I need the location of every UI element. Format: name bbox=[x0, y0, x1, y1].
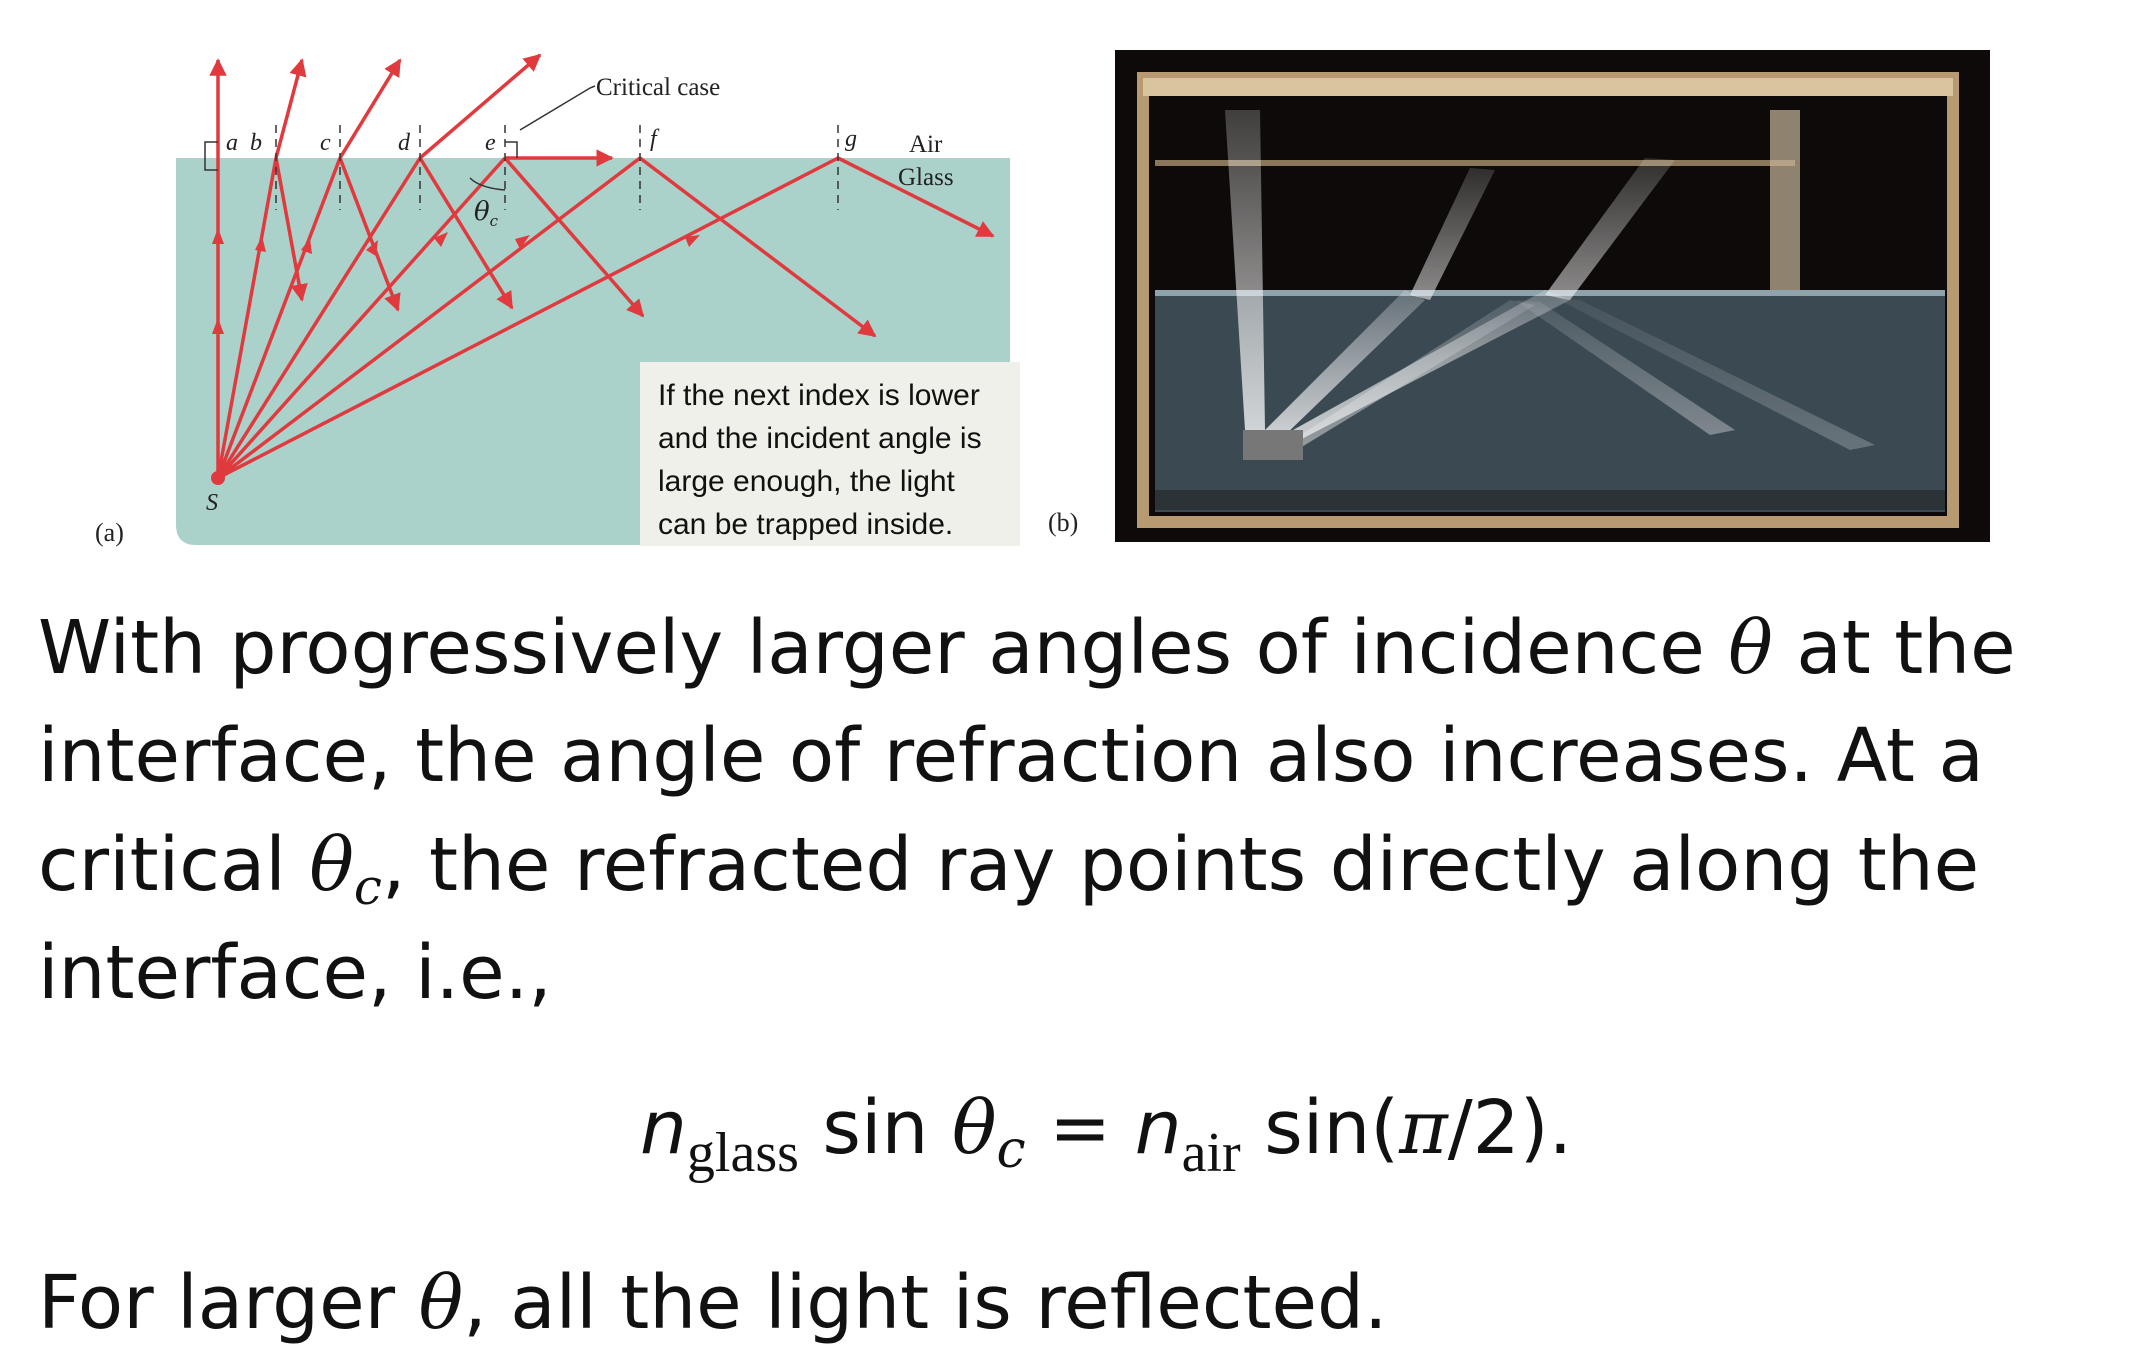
air-label: Air bbox=[909, 131, 943, 158]
ray-label-f: f bbox=[650, 126, 660, 152]
paragraph-line-3: critical θc, the refracted ray points di… bbox=[38, 822, 1980, 916]
theta-c-label: θc bbox=[474, 197, 499, 230]
light-beams bbox=[1225, 110, 1875, 450]
paragraph-line-1: With progressively larger angles of inci… bbox=[38, 605, 2016, 691]
callout-line: If the next index is lower bbox=[658, 379, 980, 412]
critical-angle-equation: nglass sin θc = nair sin(π/2). bbox=[640, 1085, 1573, 1184]
paragraph-line-4: interface, i.e., bbox=[38, 930, 552, 1016]
critical-case-label: Critical case bbox=[596, 74, 720, 101]
source-label: S bbox=[206, 490, 218, 516]
light-rays bbox=[209, 53, 995, 480]
callout-line: large enough, the light bbox=[658, 465, 955, 498]
ray-label-d: d bbox=[398, 130, 411, 156]
source-point bbox=[211, 471, 225, 485]
callout-line: can be trapped inside. bbox=[658, 508, 954, 541]
paragraph-line-2: interface, the angle of refraction also … bbox=[38, 713, 1984, 799]
callout-line: and the incident angle is bbox=[658, 422, 982, 455]
ray-label-g: g bbox=[845, 126, 857, 152]
ray-label-b: b bbox=[250, 130, 262, 156]
tank-photo bbox=[1115, 50, 1990, 542]
paragraph-2: For larger θ, all the light is reflected… bbox=[38, 1260, 1388, 1346]
callout-note: If the next index is lower and the incid… bbox=[640, 362, 1020, 546]
panel-b-label: (b) bbox=[1048, 508, 1079, 537]
light-source bbox=[1243, 430, 1303, 460]
glass-label: Glass bbox=[898, 164, 954, 191]
normals bbox=[275, 125, 839, 210]
ray-arrowheads bbox=[212, 228, 700, 334]
panel-a-label: (a) bbox=[95, 518, 124, 547]
ray-label-e: e bbox=[485, 130, 496, 156]
angle-arc bbox=[469, 177, 506, 191]
ray-label-a: a bbox=[226, 130, 238, 156]
right-angle-markers bbox=[204, 85, 596, 171]
ray-label-c: c bbox=[320, 130, 331, 156]
